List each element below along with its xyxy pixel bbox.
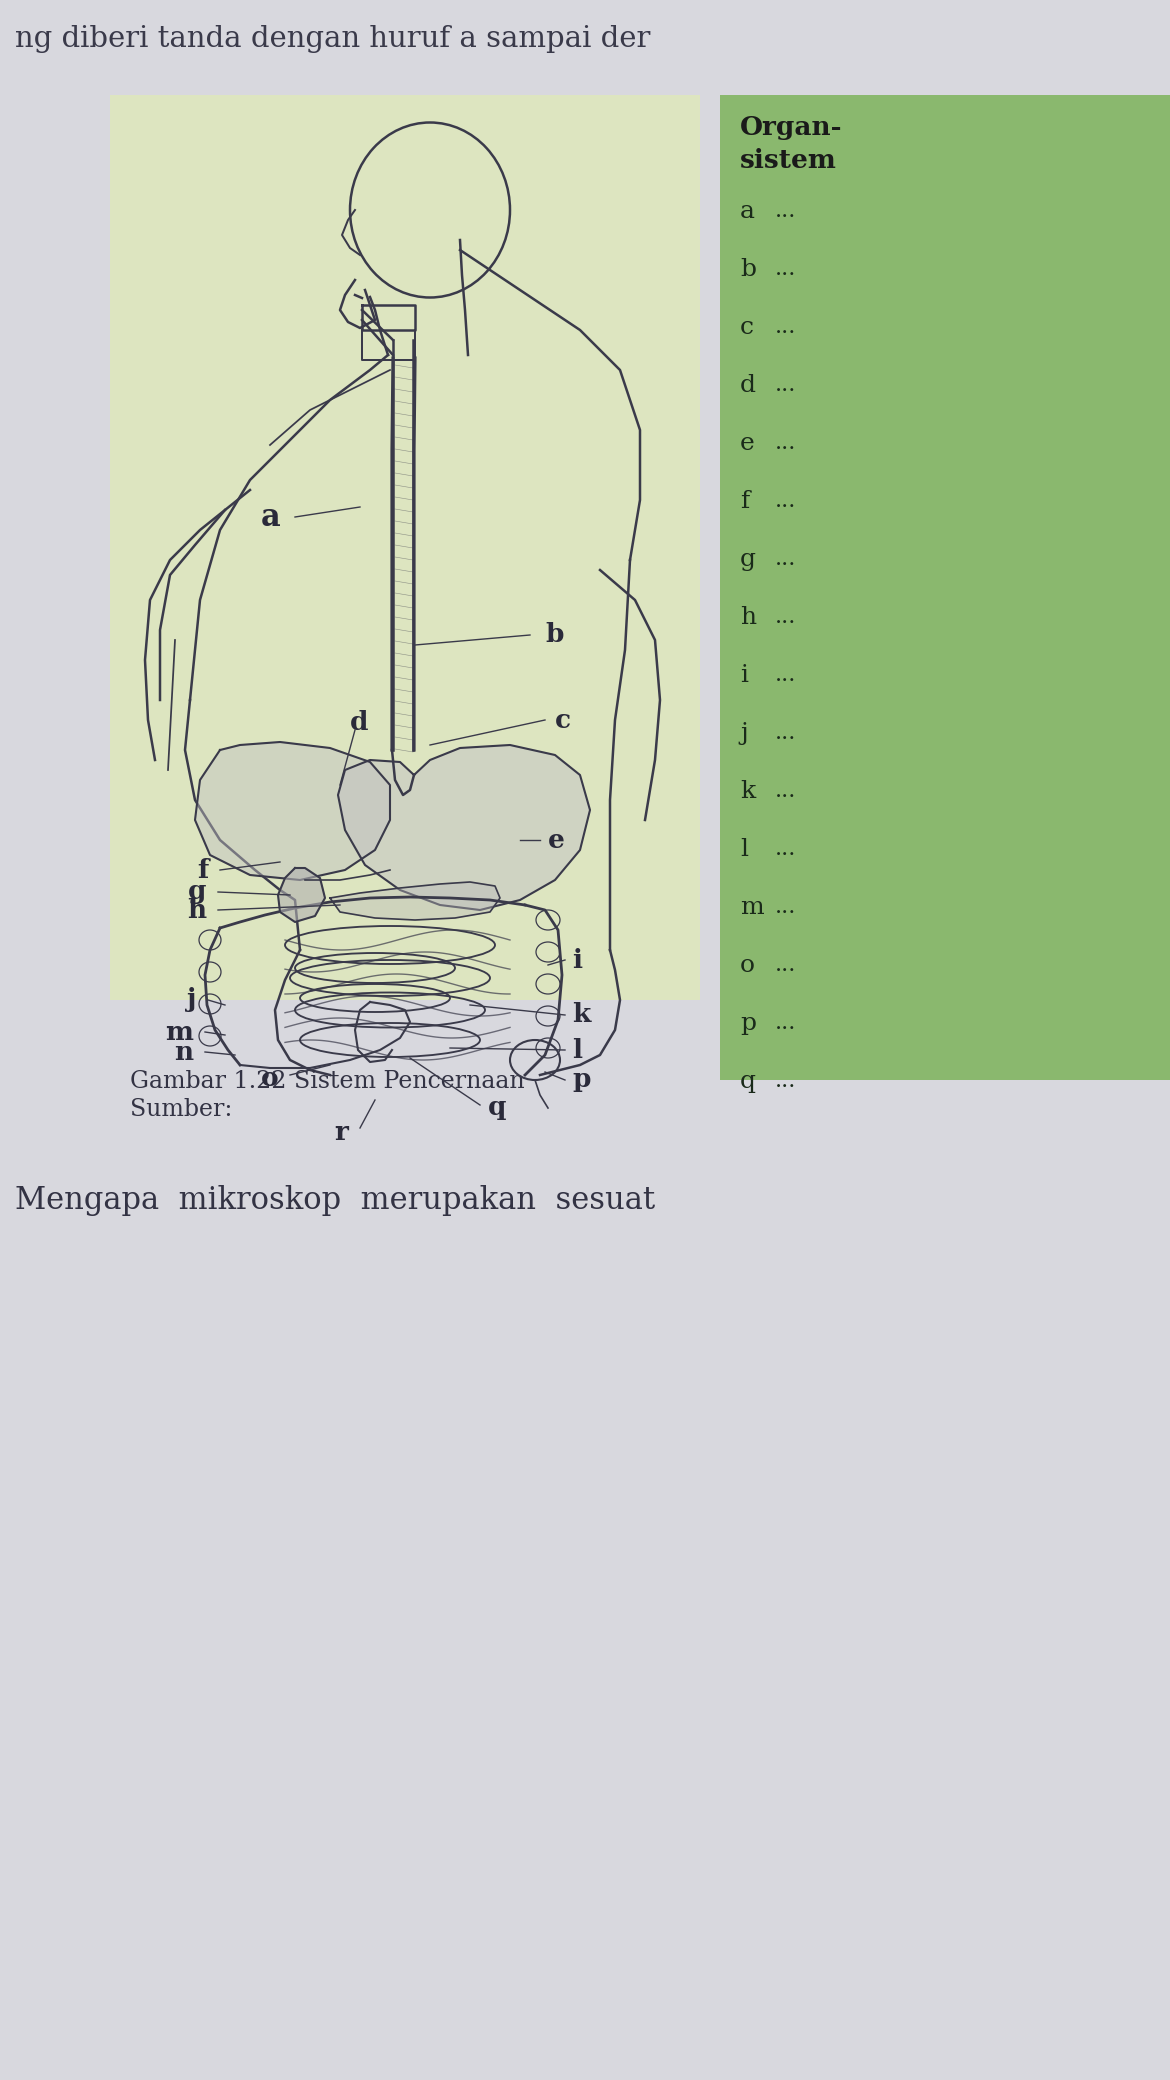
Text: ng diberi tanda dengan huruf a sampai der: ng diberi tanda dengan huruf a sampai de… bbox=[15, 25, 651, 52]
Text: b: b bbox=[739, 258, 756, 281]
Text: sistem: sistem bbox=[739, 148, 837, 173]
Text: o: o bbox=[739, 955, 755, 978]
Text: q: q bbox=[739, 1069, 756, 1092]
Text: f: f bbox=[197, 857, 208, 882]
Text: Mengapa  mikroskop  merupakan  sesuat: Mengapa mikroskop merupakan sesuat bbox=[15, 1186, 655, 1217]
Text: ...: ... bbox=[775, 1013, 797, 1034]
Polygon shape bbox=[195, 743, 390, 880]
Text: ...: ... bbox=[775, 547, 797, 570]
Text: m: m bbox=[165, 1019, 193, 1044]
Text: e: e bbox=[739, 433, 755, 456]
FancyBboxPatch shape bbox=[720, 96, 1170, 1080]
Text: j: j bbox=[739, 722, 748, 745]
Text: ...: ... bbox=[775, 955, 797, 976]
Text: l: l bbox=[572, 1038, 581, 1063]
Text: d: d bbox=[350, 709, 369, 734]
Text: g: g bbox=[739, 547, 756, 572]
Text: Organ-: Organ- bbox=[739, 114, 842, 139]
Text: h: h bbox=[739, 605, 756, 628]
Text: ...: ... bbox=[775, 258, 797, 281]
Text: k: k bbox=[572, 1003, 591, 1028]
Text: k: k bbox=[739, 780, 756, 803]
Polygon shape bbox=[338, 745, 590, 911]
Text: ...: ... bbox=[775, 780, 797, 803]
Text: ...: ... bbox=[775, 722, 797, 745]
Text: m: m bbox=[739, 896, 764, 919]
Text: i: i bbox=[572, 948, 581, 973]
Text: q: q bbox=[488, 1096, 507, 1121]
Text: o: o bbox=[261, 1065, 278, 1090]
Text: e: e bbox=[548, 828, 565, 853]
Text: i: i bbox=[739, 664, 748, 686]
Text: ...: ... bbox=[775, 491, 797, 512]
Text: g: g bbox=[187, 880, 206, 905]
Text: p: p bbox=[739, 1013, 756, 1036]
Text: l: l bbox=[739, 838, 748, 861]
Text: r: r bbox=[335, 1119, 347, 1144]
Polygon shape bbox=[330, 882, 500, 919]
Text: c: c bbox=[555, 707, 571, 732]
Text: Sumber:: Sumber: bbox=[130, 1098, 233, 1121]
Text: ...: ... bbox=[775, 838, 797, 859]
Text: a: a bbox=[739, 200, 755, 223]
Text: a: a bbox=[260, 501, 280, 532]
Polygon shape bbox=[278, 867, 325, 921]
Text: ...: ... bbox=[775, 664, 797, 686]
Text: Gambar 1.22 Sistem Pencernaan: Gambar 1.22 Sistem Pencernaan bbox=[130, 1069, 524, 1092]
Text: ...: ... bbox=[775, 1069, 797, 1092]
Text: f: f bbox=[739, 491, 749, 514]
Text: ...: ... bbox=[775, 316, 797, 337]
Text: p: p bbox=[572, 1067, 591, 1092]
Text: n: n bbox=[174, 1040, 193, 1065]
Text: d: d bbox=[739, 374, 756, 397]
FancyBboxPatch shape bbox=[110, 96, 700, 1000]
Text: ...: ... bbox=[775, 605, 797, 628]
Text: ...: ... bbox=[775, 200, 797, 223]
Text: j: j bbox=[187, 988, 197, 1013]
Text: ...: ... bbox=[775, 896, 797, 917]
Text: c: c bbox=[739, 316, 753, 339]
Text: ...: ... bbox=[775, 374, 797, 395]
Text: ...: ... bbox=[775, 433, 797, 453]
Text: h: h bbox=[187, 896, 206, 924]
Text: b: b bbox=[545, 622, 564, 647]
